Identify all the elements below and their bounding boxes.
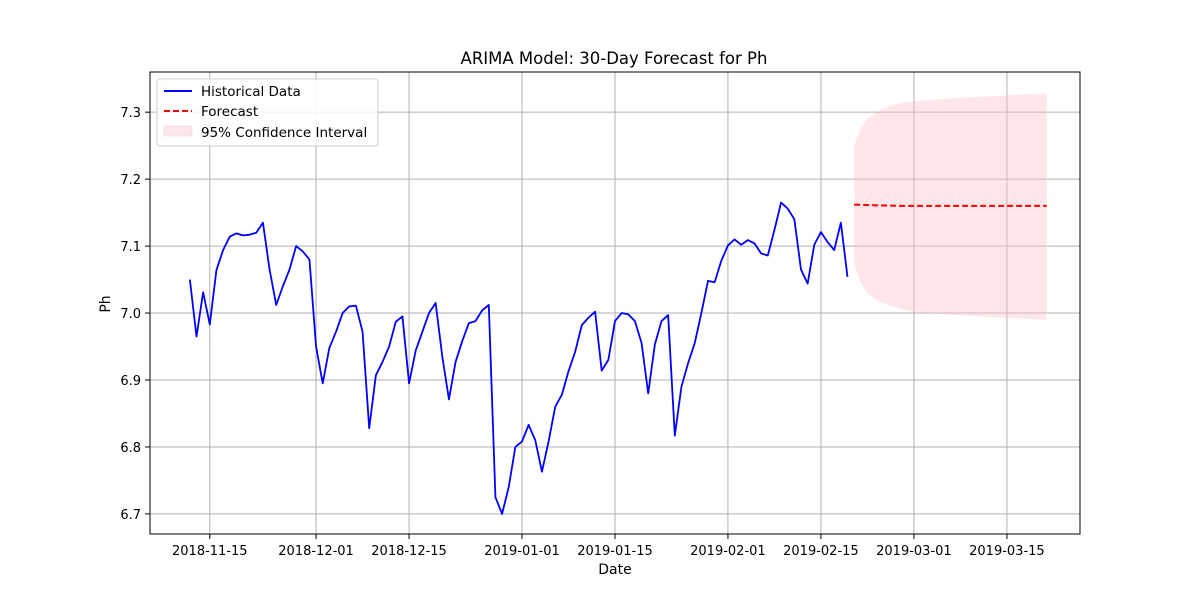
x-tick-label: 2018-12-15 [371,544,447,559]
x-tick-label: 2019-02-15 [783,544,859,559]
x-tick-label: 2019-03-15 [969,544,1045,559]
y-tick-label: 6.9 [120,374,141,389]
series-layer [188,201,1047,515]
legend-label-confidence: 95% Confidence Interval [201,125,367,141]
y-axis-title: Ph [98,295,114,312]
chart-title: ARIMA Model: 30-Day Forecast for Ph [461,49,768,68]
legend-label-historical: Historical Data [201,84,301,100]
y-tick-label: 6.8 [120,441,141,456]
confidence-band [854,93,1047,320]
y-axis-ticks: 6.7 6.8 6.9 7.0 7.1 7.2 7.3 [120,106,150,523]
x-tick-label: 2019-03-01 [876,544,952,559]
y-tick-label: 7.3 [120,106,141,121]
x-tick-label: 2019-02-01 [690,544,766,559]
x-axis-title: Date [598,562,631,578]
x-tick-label: 2019-01-01 [484,544,560,559]
legend-box [156,78,379,147]
legend-swatch-confidence [163,125,193,137]
y-tick-label: 7.1 [120,240,141,255]
x-tick-label: 2018-12-01 [278,544,354,559]
y-tick-label: 6.7 [120,508,141,523]
confidence-band-layer [854,93,1047,320]
y-tick-label: 7.2 [120,173,141,188]
legend-label-forecast: Forecast [201,104,258,120]
x-tick-label: 2018-11-15 [172,544,248,559]
legend: Historical Data Forecast 95% Confidence … [156,78,379,147]
historical-line [188,201,849,515]
y-tick-label: 7.0 [120,307,141,322]
forecast-line [854,203,1047,207]
grid [150,72,1080,534]
x-axis-ticks: 2018-11-15 2018-12-01 2018-12-15 2019-01-01… [172,534,1045,559]
x-tick-label: 2019-01-15 [577,544,653,559]
